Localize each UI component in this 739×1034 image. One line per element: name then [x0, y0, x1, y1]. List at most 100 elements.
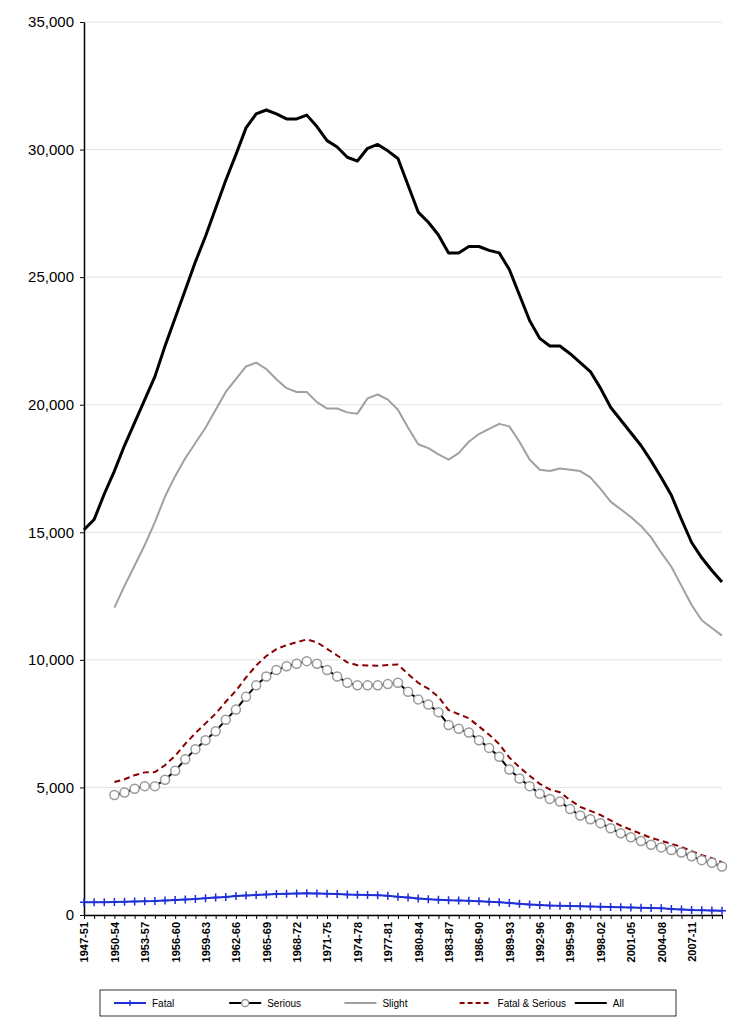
x-tick-mark	[327, 915, 328, 919]
x-tick	[94, 915, 95, 919]
series-marker	[231, 705, 240, 714]
x-tick-mark	[216, 915, 217, 919]
series-marker	[485, 743, 494, 752]
x-tick	[185, 915, 186, 919]
x-tick-label: 1965-69	[261, 922, 273, 962]
series-marker	[677, 905, 685, 913]
x-tick	[651, 915, 652, 919]
series-marker	[161, 775, 170, 784]
series-marker	[221, 715, 230, 724]
series-marker	[313, 890, 321, 898]
series-marker	[252, 891, 260, 899]
series-marker	[687, 852, 696, 861]
series-marker	[718, 907, 726, 915]
series-marker	[302, 657, 311, 666]
series-marker	[222, 893, 230, 901]
series-marker	[282, 662, 291, 671]
series-marker	[445, 896, 453, 904]
x-tick: 1962-66	[230, 915, 242, 962]
series-marker	[131, 897, 139, 905]
series-marker	[546, 902, 554, 910]
y-tick: 5,000	[36, 779, 84, 796]
series-marker	[353, 681, 362, 690]
series-marker	[262, 672, 271, 681]
series-marker	[333, 672, 342, 681]
series-marker	[140, 782, 149, 791]
x-tick	[276, 915, 277, 919]
x-tick-mark	[489, 915, 490, 919]
series-marker	[505, 899, 513, 907]
y-tick: 0	[66, 906, 84, 923]
x-tick-mark	[702, 915, 703, 919]
series-marker	[414, 894, 422, 902]
series-marker	[364, 891, 372, 899]
x-tick	[165, 915, 166, 919]
plot-area	[80, 110, 727, 915]
x-tick-mark	[590, 915, 591, 919]
series-marker	[343, 678, 352, 687]
series-marker	[718, 862, 727, 871]
series-marker	[555, 797, 564, 806]
series-marker	[626, 833, 635, 842]
x-tick: 1995-99	[564, 915, 576, 962]
legend-item: Fatal & Serious	[460, 998, 566, 1009]
legend-item: All	[575, 998, 624, 1009]
y-tick-label: 15,000	[28, 524, 74, 541]
x-tick: 1980-84	[413, 915, 425, 962]
x-tick: 1983-87	[443, 915, 455, 962]
x-tick-mark	[398, 915, 399, 919]
x-tick-mark	[722, 915, 723, 919]
y-tick: 30,000	[28, 141, 84, 158]
series-marker	[80, 898, 88, 906]
series-marker	[465, 897, 473, 905]
x-tick-mark	[195, 915, 196, 919]
x-tick-label: 1950-54	[109, 921, 121, 962]
y-tick-mark	[80, 405, 84, 406]
series-marker	[475, 897, 483, 905]
x-tick-label: 1947-51	[78, 922, 90, 962]
legend-label: Serious	[267, 998, 301, 1009]
x-tick-label: 1956-60	[169, 922, 181, 962]
x-tick-mark	[550, 915, 551, 919]
x-tick	[256, 915, 257, 919]
x-tick	[611, 915, 612, 919]
x-axis-line	[85, 915, 723, 917]
x-tick: 1965-69	[261, 915, 273, 962]
series-marker	[505, 765, 514, 774]
x-tick-mark	[661, 915, 662, 919]
grid	[84, 22, 722, 915]
x-tick-label: 1959-63	[200, 922, 212, 962]
series-marker	[333, 890, 341, 898]
x-tick	[641, 915, 642, 919]
series-marker	[556, 902, 564, 910]
series-marker	[171, 766, 180, 775]
series-marker	[464, 728, 473, 737]
x-tick	[590, 915, 591, 919]
x-tick-label: 1995-99	[564, 922, 576, 962]
series-marker	[191, 745, 200, 754]
x-tick	[702, 915, 703, 919]
series-marker	[434, 896, 442, 904]
x-tick: 1959-63	[200, 915, 212, 962]
x-tick-mark	[499, 915, 500, 919]
series-marker	[535, 789, 544, 798]
series-marker	[607, 903, 615, 911]
x-tick-mark	[94, 915, 95, 919]
x-tick-mark	[236, 915, 237, 919]
series-marker	[698, 906, 706, 914]
series-marker	[232, 892, 240, 900]
x-tick-mark	[681, 915, 682, 919]
y-tick-label: 0	[66, 906, 74, 923]
x-tick-mark	[104, 915, 105, 919]
series-marker	[283, 890, 291, 898]
series-marker	[455, 896, 463, 904]
x-tick	[155, 915, 156, 919]
series-marker	[474, 736, 483, 745]
x-tick: 1968-72	[291, 915, 303, 962]
series-marker	[515, 900, 523, 908]
x-tick-label: 1983-87	[443, 922, 455, 962]
series-marker	[303, 889, 311, 897]
x-tick	[317, 915, 318, 919]
series-marker	[312, 659, 321, 668]
x-tick	[671, 915, 672, 919]
